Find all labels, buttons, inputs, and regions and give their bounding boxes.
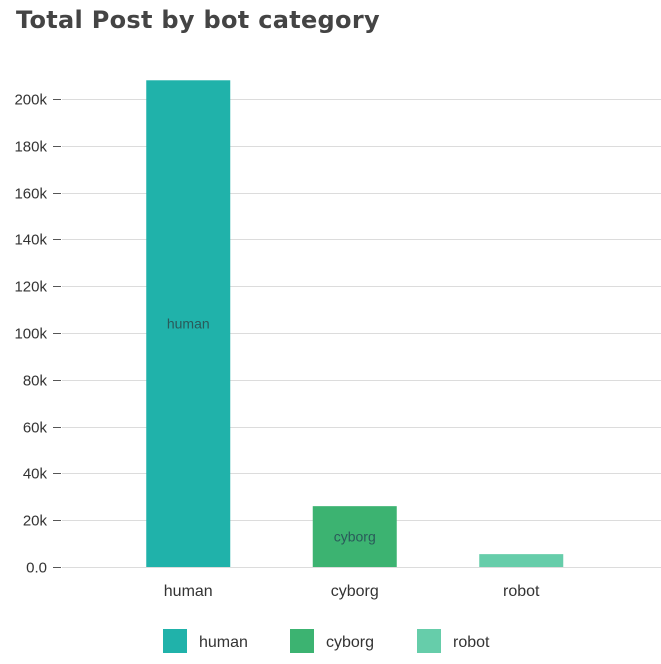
- y-tick-label: 140k: [14, 232, 47, 249]
- legend-label-human: human: [199, 634, 248, 651]
- legend-label-robot: robot: [453, 634, 490, 651]
- x-tick-label-robot: robot: [503, 583, 540, 600]
- x-tick-label-cyborg: cyborg: [331, 583, 379, 600]
- y-tick-label: 160k: [14, 186, 47, 203]
- y-tick-label: 120k: [14, 279, 47, 296]
- bar-label-cyborg: cyborg: [334, 529, 376, 545]
- x-tick-label-human: human: [164, 583, 213, 600]
- y-tick-label: 60k: [23, 420, 48, 437]
- legend-swatch-robot: [417, 629, 441, 653]
- bar-human: [146, 80, 231, 567]
- y-axis: 0.0 20k 40k 60k 80k 100k 120k 140k 160k 180k 200k: [14, 92, 61, 577]
- legend-swatch-cyborg: [290, 629, 314, 653]
- y-tick-label: 20k: [23, 513, 48, 530]
- y-tick-label: 100k: [14, 326, 47, 343]
- bar-robot: [479, 554, 564, 567]
- y-tick-label: 180k: [14, 139, 47, 156]
- y-tick-label: 80k: [23, 373, 48, 390]
- bar-label-human: human: [167, 316, 210, 332]
- bars: human cyborg: [146, 80, 564, 567]
- y-tick-label: 200k: [14, 92, 47, 109]
- chart-title: Total Post by bot category: [16, 6, 380, 34]
- x-axis: human cyborg robot: [164, 583, 540, 600]
- y-tick-label: 0.0: [26, 560, 47, 577]
- bar-cyborg: [312, 506, 397, 567]
- legend-label-cyborg: cyborg: [326, 634, 374, 651]
- y-tick-label: 40k: [23, 466, 48, 483]
- legend-swatch-human: [163, 629, 187, 653]
- legend: human cyborg robot: [163, 629, 490, 653]
